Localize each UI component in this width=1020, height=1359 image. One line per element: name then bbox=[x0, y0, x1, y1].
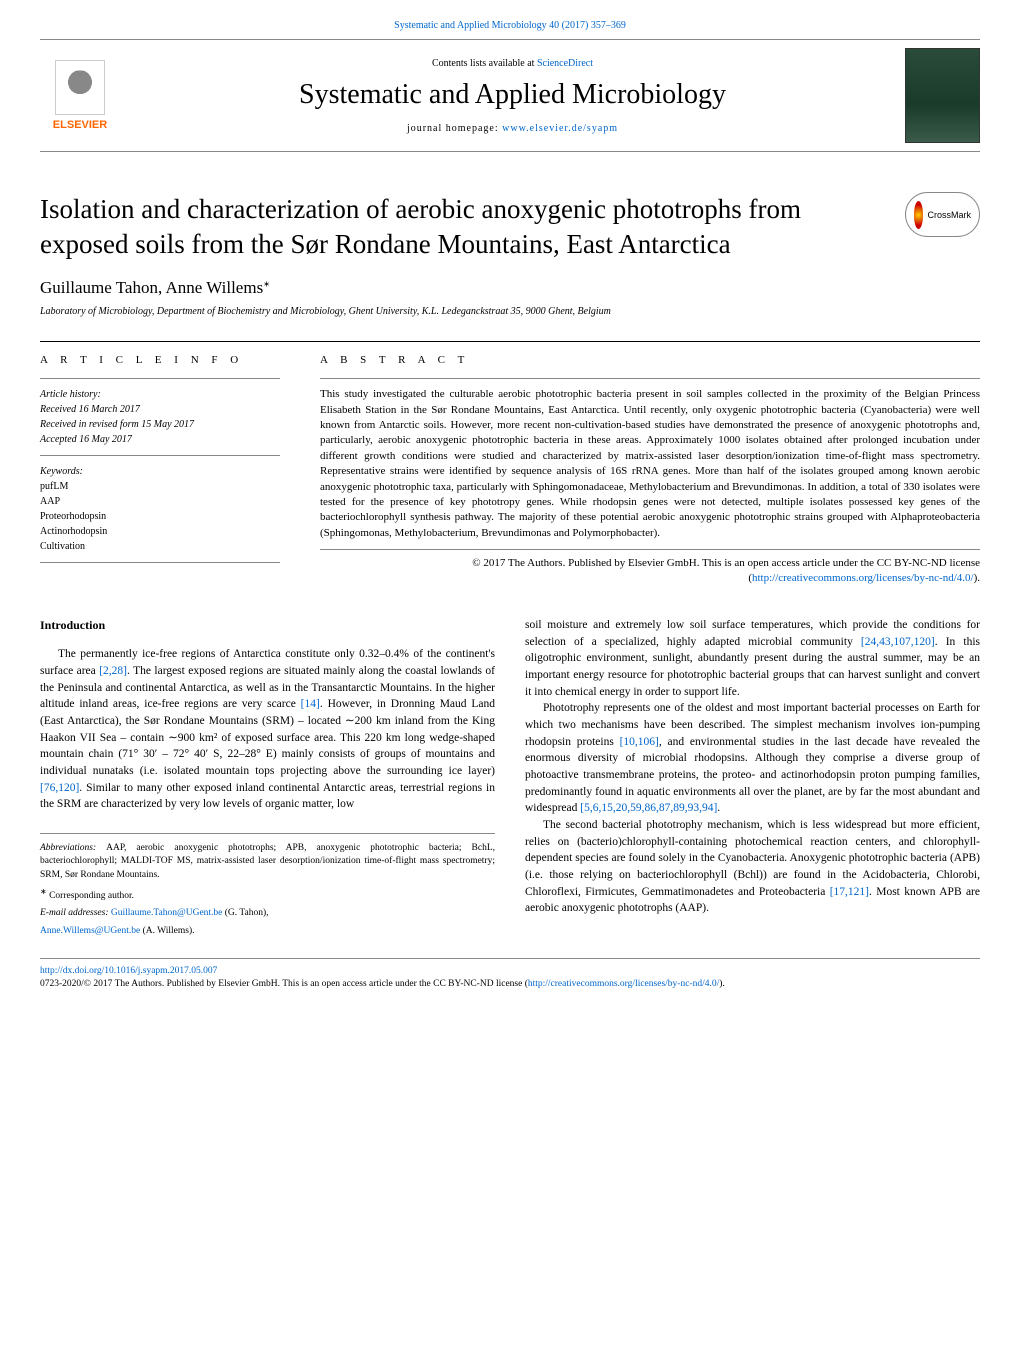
citation-link[interactable]: [10,106] bbox=[620, 736, 659, 748]
homepage-prefix: journal homepage: bbox=[407, 123, 502, 134]
sciencedirect-link[interactable]: ScienceDirect bbox=[537, 58, 593, 69]
keywords-block: Keywords: pufLM AAP Proteorhodopsin Acti… bbox=[40, 456, 280, 563]
citation-link[interactable]: [2,28] bbox=[99, 665, 127, 677]
corresponding-author: ∗ Corresponding author. bbox=[40, 886, 495, 903]
contents-text: Contents lists available at bbox=[432, 58, 537, 69]
affiliation: Laboratory of Microbiology, Department o… bbox=[40, 306, 980, 317]
citation-link[interactable]: [14] bbox=[301, 698, 320, 710]
crossmark-badge[interactable]: CrossMark bbox=[905, 192, 980, 237]
accepted-date: Accepted 16 May 2017 bbox=[40, 432, 280, 447]
license-link[interactable]: http://creativecommons.org/licenses/by-n… bbox=[752, 572, 974, 584]
revised-date: Received in revised form 15 May 2017 bbox=[40, 417, 280, 432]
author-names: Guillaume Tahon, Anne Willems bbox=[40, 278, 263, 297]
homepage-link[interactable]: www.elsevier.de/syapm bbox=[502, 123, 618, 134]
keyword: Cultivation bbox=[40, 539, 280, 554]
citation-link[interactable]: [24,43,107,120] bbox=[861, 636, 935, 648]
elsevier-logo: ELSEVIER bbox=[40, 51, 120, 141]
elsevier-tree-icon bbox=[55, 60, 105, 115]
abstract-text: This study investigated the culturable a… bbox=[320, 378, 980, 550]
footer-license-link[interactable]: http://creativecommons.org/licenses/by-n… bbox=[528, 979, 719, 989]
history-block: Article history: Received 16 March 2017 … bbox=[40, 378, 280, 456]
journal-name: Systematic and Applied Microbiology bbox=[140, 79, 885, 111]
journal-header: ELSEVIER Contents lists available at Sci… bbox=[40, 39, 980, 152]
left-column: Introduction The permanently ice-free re… bbox=[40, 617, 495, 938]
intro-paragraph-4: The second bacterial phototrophy mechani… bbox=[525, 817, 980, 917]
keywords-label: Keywords: bbox=[40, 464, 280, 479]
corresp-mark: ∗ bbox=[263, 280, 270, 289]
crossmark-icon bbox=[914, 201, 923, 229]
elsevier-text: ELSEVIER bbox=[53, 119, 107, 131]
citation-link[interactable]: [5,6,15,20,59,86,87,89,93,94] bbox=[580, 802, 717, 814]
journal-cover-thumbnail bbox=[905, 48, 980, 143]
contents-line: Contents lists available at ScienceDirec… bbox=[140, 58, 885, 69]
abbreviations-text: Abbreviations: AAP, aerobic anoxygenic p… bbox=[40, 842, 495, 882]
intro-paragraph-3: Phototrophy represents one of the oldest… bbox=[525, 700, 980, 817]
header-center: Contents lists available at ScienceDirec… bbox=[120, 58, 905, 134]
abstract-column: A B S T R A C T This study investigated … bbox=[300, 342, 980, 587]
citation-link[interactable]: [17,121] bbox=[830, 886, 869, 898]
article-info-column: A R T I C L E I N F O Article history: R… bbox=[40, 342, 300, 587]
keyword: pufLM bbox=[40, 479, 280, 494]
homepage-line: journal homepage: www.elsevier.de/syapm bbox=[140, 123, 885, 134]
journal-reference: Systematic and Applied Microbiology 40 (… bbox=[40, 20, 980, 31]
authors: Guillaume Tahon, Anne Willems∗ bbox=[40, 278, 980, 298]
copyright-close: ). bbox=[974, 572, 980, 584]
keyword: AAP bbox=[40, 494, 280, 509]
email-addresses-2: Anne.Willems@UGent.be (A. Willems). bbox=[40, 925, 495, 938]
page-footer: http://dx.doi.org/10.1016/j.syapm.2017.0… bbox=[40, 958, 980, 992]
doi-link[interactable]: http://dx.doi.org/10.1016/j.syapm.2017.0… bbox=[40, 966, 217, 976]
abstract-copyright: © 2017 The Authors. Published by Elsevie… bbox=[320, 556, 980, 587]
intro-paragraph-2: soil moisture and extremely low soil sur… bbox=[525, 617, 980, 700]
email-link[interactable]: Guillaume.Tahon@UGent.be bbox=[111, 908, 223, 918]
keyword: Proteorhodopsin bbox=[40, 509, 280, 524]
right-column: soil moisture and extremely low soil sur… bbox=[525, 617, 980, 938]
info-abstract-row: A R T I C L E I N F O Article history: R… bbox=[40, 341, 980, 587]
intro-paragraph-1: The permanently ice-free regions of Anta… bbox=[40, 646, 495, 813]
received-date: Received 16 March 2017 bbox=[40, 402, 280, 417]
citation-link[interactable]: [76,120] bbox=[40, 782, 79, 794]
footer-copyright: 0723-2020/© 2017 The Authors. Published … bbox=[40, 978, 980, 991]
title-row: Isolation and characterization of aerobi… bbox=[40, 192, 980, 262]
history-label: Article history: bbox=[40, 387, 280, 402]
crossmark-text: CrossMark bbox=[927, 210, 971, 220]
article-title: Isolation and characterization of aerobi… bbox=[40, 192, 885, 262]
introduction-heading: Introduction bbox=[40, 617, 495, 634]
email-link[interactable]: Anne.Willems@UGent.be bbox=[40, 926, 140, 936]
body-columns: Introduction The permanently ice-free re… bbox=[40, 617, 980, 938]
article-info-heading: A R T I C L E I N F O bbox=[40, 354, 280, 366]
email-addresses: E-mail addresses: Guillaume.Tahon@UGent.… bbox=[40, 907, 495, 920]
abbreviations-block: Abbreviations: AAP, aerobic anoxygenic p… bbox=[40, 833, 495, 938]
keyword: Actinorhodopsin bbox=[40, 524, 280, 539]
abstract-heading: A B S T R A C T bbox=[320, 354, 980, 366]
